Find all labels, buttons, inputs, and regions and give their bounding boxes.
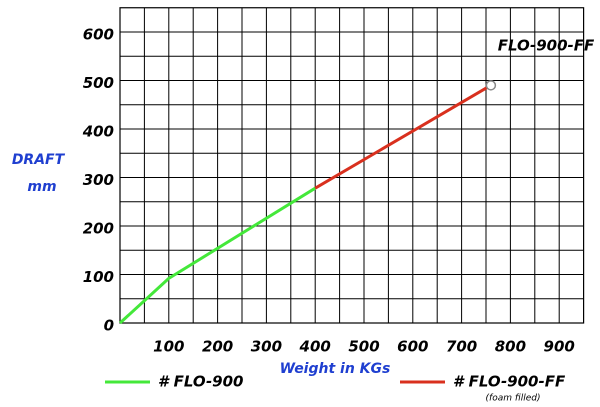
x-tick-label: 600 bbox=[397, 338, 428, 356]
y-tick-label: 300 bbox=[83, 171, 114, 189]
x-tick-label: 100 bbox=[153, 338, 184, 356]
end-marker bbox=[485, 80, 497, 91]
x-tick-label: 800 bbox=[495, 338, 526, 356]
x-tick-label: 500 bbox=[348, 338, 379, 356]
x-tick-label: 300 bbox=[251, 338, 282, 356]
x-tick-label: 900 bbox=[544, 338, 575, 356]
y-axis-unit: mm bbox=[27, 179, 56, 195]
y-tick-label: 0 bbox=[104, 317, 114, 335]
y-tick-label: 600 bbox=[83, 26, 114, 44]
y-tick-label: 400 bbox=[82, 123, 114, 141]
x-tick-label: 400 bbox=[299, 338, 331, 356]
x-axis-label: Weight in KGs bbox=[280, 361, 391, 377]
legend-note: (foam filled) bbox=[486, 394, 541, 404]
legend-label: # FLO-900-FF bbox=[453, 373, 566, 391]
annotation: FLO-900-FF bbox=[498, 37, 595, 55]
y-tick-label: 500 bbox=[83, 74, 114, 92]
series-line bbox=[118, 186, 316, 325]
series-line bbox=[314, 84, 492, 190]
y-tick-label: 200 bbox=[83, 220, 114, 238]
x-tick-label: 200 bbox=[202, 338, 233, 356]
plot-frame bbox=[119, 7, 585, 324]
y-axis-label: DRAFT bbox=[12, 152, 66, 168]
x-tick-label: 700 bbox=[446, 338, 477, 356]
y-tick-label: 100 bbox=[83, 268, 114, 286]
legend-label: # FLO-900 bbox=[158, 373, 244, 391]
